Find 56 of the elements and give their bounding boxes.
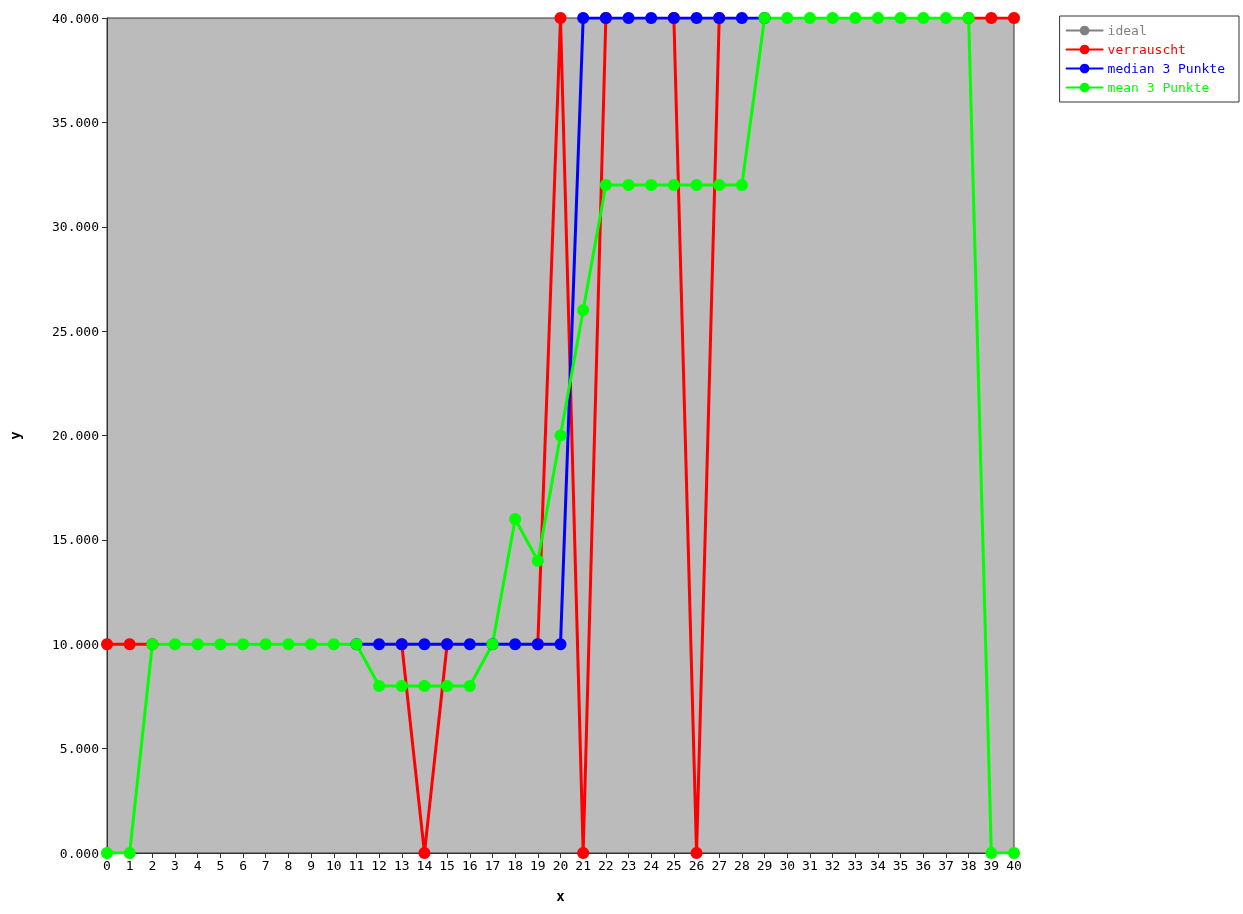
y-tick-label: 15.000: [52, 532, 99, 548]
x-tick-label: 17: [484, 858, 501, 873]
x-tick-label: 19: [530, 858, 546, 873]
x-tick-label: 28: [734, 858, 750, 873]
y-tick-label: 5.000: [59, 741, 99, 757]
x-tick-label: 16: [461, 858, 478, 873]
x-tick-label: 40: [1006, 858, 1022, 873]
legend-label: mean 3 Punkte: [1107, 80, 1210, 95]
legend-label: ideal: [1107, 23, 1147, 38]
x-axis-title: x: [556, 888, 566, 904]
x-tick-label: 21: [575, 858, 591, 873]
x-tick-label: 2: [148, 858, 157, 873]
x-tick-label: 0: [103, 858, 111, 873]
x-tick-label: 34: [870, 858, 886, 873]
x-tick-label: 33: [847, 858, 864, 873]
x-tick-label: 6: [239, 858, 247, 873]
y-tick-label: 30.000: [52, 219, 99, 235]
x-tick-label: 12: [371, 858, 387, 873]
y-tick-label: 10.000: [52, 636, 99, 652]
x-tick-label: 25: [666, 858, 682, 873]
x-tick-label: 37: [938, 858, 954, 873]
y-tick-label: 20.000: [52, 428, 99, 443]
x-tick-label: 11: [348, 858, 365, 873]
y-axis-title: y: [7, 430, 23, 440]
x-tick-label: 5: [216, 858, 225, 873]
x-tick-label: 1: [125, 858, 134, 873]
x-tick-label: 29: [756, 858, 773, 873]
y-tick-label: 25.000: [52, 323, 99, 339]
x-tick-label: 22: [598, 858, 614, 873]
x-tick-label: 39: [983, 858, 1000, 873]
y-tick-label: 35.000: [52, 114, 99, 130]
x-tick-label: 18: [507, 858, 523, 873]
x-tick-label: 24: [643, 858, 660, 873]
x-tick-label: 38: [960, 858, 977, 873]
x-tick-label: 7: [261, 858, 270, 873]
x-tick-label: 9: [307, 858, 315, 873]
x-tick-label: 32: [824, 858, 841, 873]
x-tick-label: 35: [892, 858, 909, 873]
y-tick-label: 40.000: [52, 10, 99, 26]
x-tick-label: 36: [915, 858, 932, 873]
y-tick-label: 0.000: [59, 845, 99, 861]
x-tick-label: 14: [416, 858, 433, 873]
x-tick-label: 23: [620, 858, 637, 873]
x-tick-label: 31: [802, 858, 818, 873]
x-tick-label: 20: [552, 858, 569, 873]
x-tick-label: 27: [711, 858, 728, 873]
legend-label: median 3 Punkte: [1107, 61, 1226, 76]
x-tick-label: 26: [688, 858, 705, 873]
legend-label: verrauscht: [1107, 42, 1186, 57]
x-tick-label: 10: [325, 858, 342, 873]
x-tick-label: 13: [393, 858, 410, 873]
x-tick-label: 4: [193, 858, 202, 873]
x-tick-label: 30: [779, 858, 796, 873]
x-tick-label: 8: [284, 858, 293, 873]
x-tick-label: 15: [439, 858, 455, 873]
x-tick-label: 3: [171, 858, 179, 873]
